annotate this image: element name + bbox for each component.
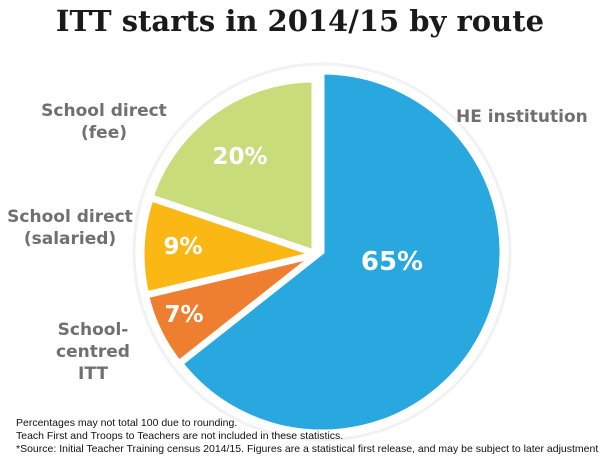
percent-label-school-direct-fee: 20%: [212, 144, 267, 170]
percent-label-he: 65%: [361, 247, 423, 277]
category-label-school-centred: School-centred ITT: [56, 320, 130, 384]
category-label-he: HE institution: [456, 107, 588, 127]
footnote-rounding: Percentages may not total 100 due to rou…: [16, 417, 238, 429]
category-label-school-direct-salaried: School direct (salaried): [7, 207, 133, 249]
percent-label-school-direct-salaried: 9%: [163, 234, 202, 260]
percent-label-school-centred: 7%: [164, 302, 203, 328]
slice-he: [177, 69, 505, 435]
pie-slices: [139, 69, 505, 435]
footnotes: Percentages may not total 100 due to rou…: [16, 417, 598, 456]
footnote-source: *Source: Initial Teacher Training census…: [16, 443, 599, 455]
chart-title: ITT starts in 2014/15 by route: [55, 4, 545, 38]
footnote-exclusions: Teach First and Troops to Teachers are n…: [16, 430, 344, 442]
category-label-school-direct-fee: School direct (fee): [41, 101, 167, 143]
category-labels: HE institution School-centred ITT School di…: [7, 101, 588, 384]
percent-labels: 65% 7% 9% 20%: [163, 144, 423, 328]
slice-school-direct-fee: [147, 77, 317, 256]
slice-school-direct-salaried: [139, 195, 324, 297]
